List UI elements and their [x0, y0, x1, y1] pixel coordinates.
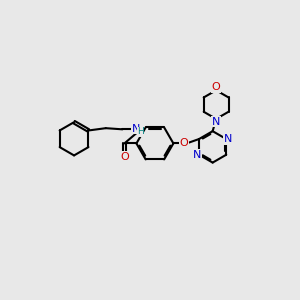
Text: O: O [180, 138, 189, 148]
Text: O: O [121, 152, 129, 162]
Text: O: O [212, 82, 220, 92]
Text: N: N [131, 124, 140, 134]
Text: N: N [224, 134, 232, 144]
Text: N: N [193, 150, 202, 160]
Text: H: H [137, 127, 144, 136]
Text: N: N [212, 117, 220, 127]
